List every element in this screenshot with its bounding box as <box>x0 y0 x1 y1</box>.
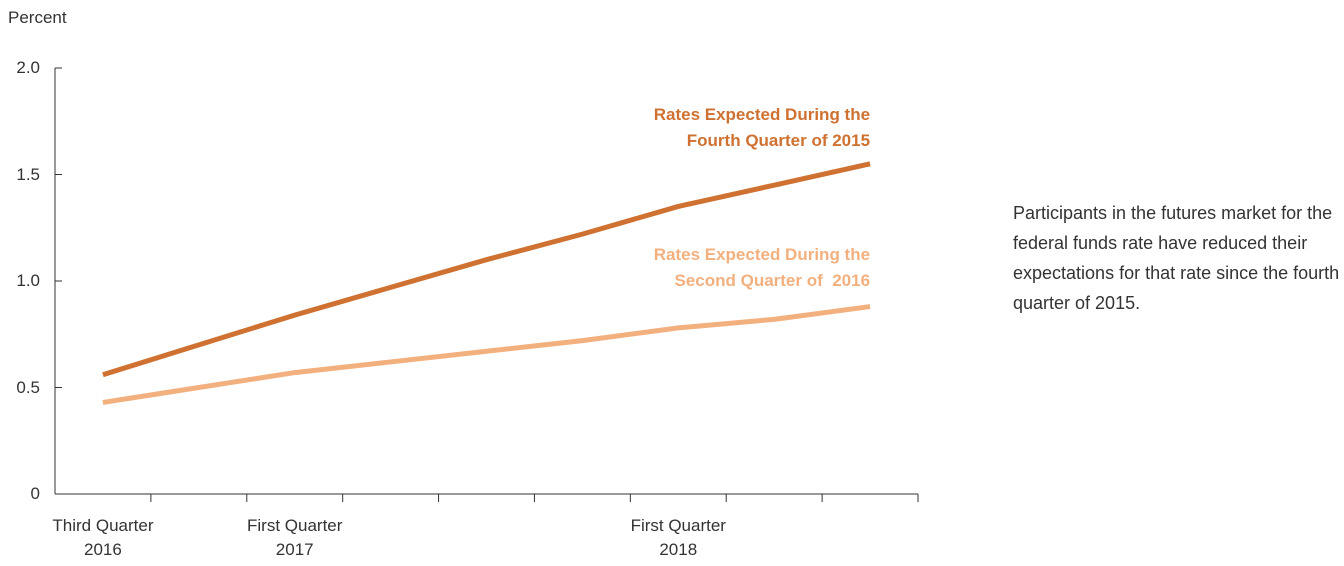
y-tick-label: 0 <box>30 484 40 503</box>
y-axis-label: Percent <box>8 8 67 27</box>
x-tick-label: First Quarter 2018 <box>630 516 726 559</box>
series-label: Rates Expected During the Second Quarter… <box>653 245 875 290</box>
annotation: Participants in the futures market for t… <box>1013 203 1340 313</box>
y-tick-label: 1.0 <box>16 271 40 290</box>
y-tick-label: 2.0 <box>16 58 40 77</box>
y-tick-label: 0.5 <box>16 377 40 397</box>
series-label: Rates Expected During the Fourth Quarter… <box>653 105 875 150</box>
x-tick-label: Third Quarter 2016 <box>52 516 154 559</box>
x-tick-label: First Quarter 2017 <box>247 516 343 559</box>
series-line <box>102 161 871 378</box>
y-tick-label: 1.5 <box>16 164 40 184</box>
series-line <box>102 304 871 405</box>
